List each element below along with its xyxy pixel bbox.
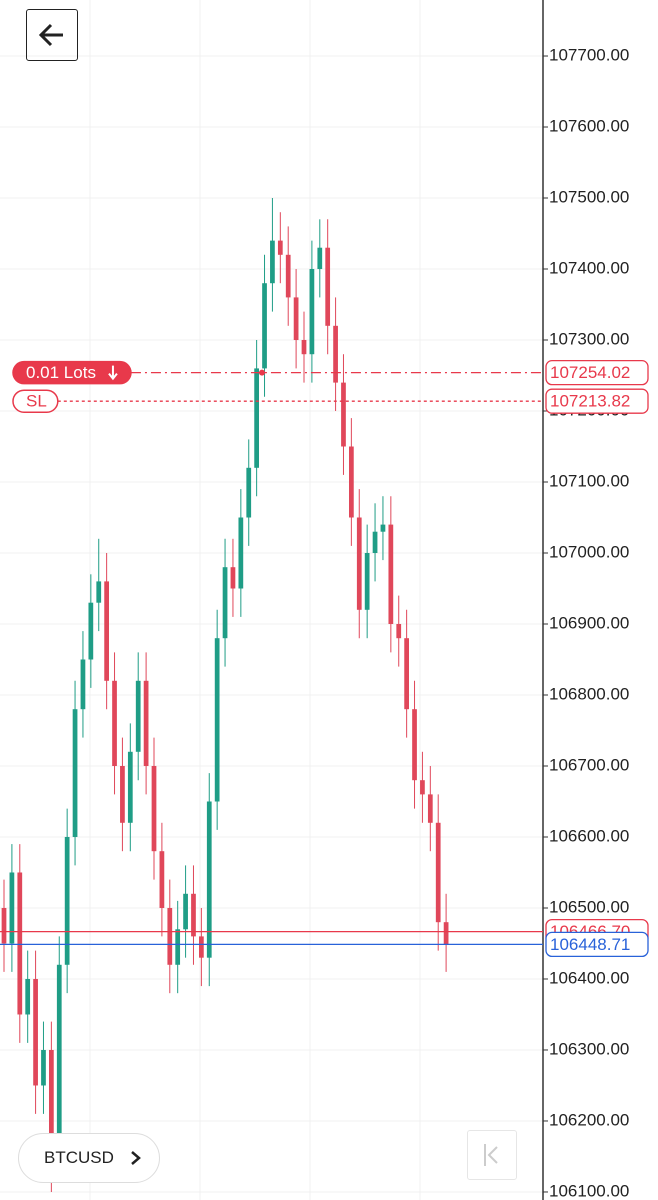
candle-body <box>317 247 323 270</box>
candle-body <box>96 581 102 603</box>
candle-body <box>325 247 331 326</box>
candles <box>1 198 449 1192</box>
candle-body <box>206 801 212 958</box>
y-tick-label: 107100.00 <box>549 471 629 490</box>
grid <box>0 0 543 1200</box>
entry-dot <box>259 369 265 376</box>
candle-body <box>301 340 307 355</box>
scroll-to-latest-button[interactable] <box>467 1130 517 1180</box>
candle-body <box>364 552 370 610</box>
candle-body <box>1 907 7 944</box>
candle-body <box>388 524 394 624</box>
candle-body <box>270 240 275 284</box>
candle-body <box>222 567 228 639</box>
scroll-icon <box>484 1144 498 1166</box>
candle-body <box>214 638 220 802</box>
candle-body <box>64 836 70 965</box>
candle-body <box>127 751 133 823</box>
candle-body <box>17 872 23 1015</box>
order-tag-label: SL <box>26 392 47 411</box>
order-tag-label: 0.01 Lots <box>26 363 96 382</box>
price-label: 106448.71 <box>550 935 630 954</box>
candle-body <box>120 765 125 823</box>
candle-body <box>404 638 409 710</box>
symbol-button[interactable]: BTCUSD <box>18 1133 160 1183</box>
candle-body <box>396 623 402 639</box>
candle-body <box>104 581 109 681</box>
y-tick-label: 106700.00 <box>549 755 629 774</box>
y-tick-label: 106200.00 <box>549 1110 629 1129</box>
candle-body <box>80 659 86 710</box>
y-tick-label: 107600.00 <box>549 116 629 135</box>
candle-body <box>199 936 204 958</box>
candle-body <box>277 240 283 255</box>
candle-body <box>435 822 441 923</box>
candle-body <box>285 254 291 298</box>
candle-body <box>56 964 62 1136</box>
price-box <box>545 388 649 414</box>
candle-body <box>309 269 315 355</box>
arrow-icon <box>108 365 118 381</box>
candle-body <box>143 680 149 766</box>
candle-body <box>167 907 173 965</box>
back-icon <box>38 23 63 47</box>
price-box <box>545 931 649 958</box>
candle-body <box>25 978 31 1015</box>
candle-body <box>420 780 425 795</box>
y-tick-label: 107000.00 <box>549 542 629 561</box>
candle-body <box>183 893 188 930</box>
candle-body <box>293 297 299 341</box>
candle-body <box>175 929 181 965</box>
candle-body <box>135 680 141 752</box>
y-tick-label: 107300.00 <box>549 329 629 348</box>
y-tick-label: 106100.00 <box>549 1181 629 1200</box>
candle-body <box>112 680 117 766</box>
candle-body <box>151 765 157 852</box>
y-tick-label: 106600.00 <box>549 826 629 845</box>
candle-body <box>238 517 244 589</box>
candle-body <box>349 446 354 518</box>
candle-body <box>49 1049 54 1136</box>
candle-body <box>356 517 362 610</box>
symbol-label: BTCUSD <box>44 1148 114 1167</box>
price-label: 107213.82 <box>550 392 630 411</box>
candle-body <box>72 709 78 837</box>
candle-body <box>380 524 386 532</box>
candle-body <box>254 368 259 468</box>
y-tick-label: 107500.00 <box>549 187 629 206</box>
candle-body <box>372 531 378 553</box>
candle-body <box>88 602 94 660</box>
candle-body <box>159 851 165 908</box>
y-tick-label: 106500.00 <box>549 897 629 916</box>
candle-body <box>191 893 196 937</box>
candle-body <box>41 1049 46 1086</box>
candle-body <box>230 567 236 589</box>
candle-body <box>246 467 252 518</box>
candle-body <box>443 922 449 945</box>
candle-body <box>427 794 433 823</box>
price-box <box>545 360 649 386</box>
candle-body <box>341 382 346 447</box>
y-tick-label: 106800.00 <box>549 684 629 703</box>
candle-body <box>412 709 417 781</box>
y-tick-label: 106900.00 <box>549 613 629 632</box>
price-label: 107254.02 <box>550 363 630 382</box>
candle-body <box>262 283 267 369</box>
y-tick-label: 107400.00 <box>549 258 629 277</box>
candle-body <box>333 325 338 383</box>
candle-body <box>9 872 15 944</box>
y-tick-label: 106400.00 <box>549 968 629 987</box>
candle-body <box>33 978 38 1086</box>
y-tick-label: 106300.00 <box>549 1039 629 1058</box>
chevron-icon <box>131 1151 141 1165</box>
back-button[interactable] <box>26 9 78 61</box>
y-tick-label: 107700.00 <box>549 46 629 65</box>
y-ticks: 106100.00 106200.00 106300.00 106400.00 1065… <box>543 46 629 1200</box>
